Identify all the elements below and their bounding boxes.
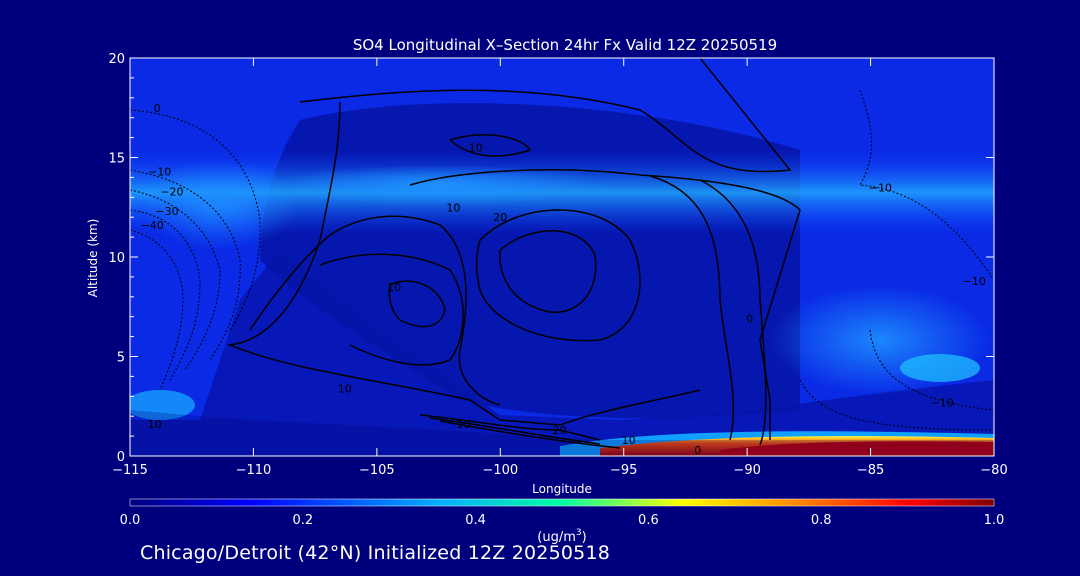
y-tick-label: 10 (108, 251, 125, 266)
contour-label: 20 (493, 211, 507, 224)
contour-label: 10 (469, 142, 483, 155)
footer-caption: Chicago/Detroit (42°N) Initialized 12Z 2… (140, 542, 611, 564)
contour-label: −10 (963, 275, 986, 288)
x-tick-label: −95 (610, 463, 637, 478)
contour-label: −40 (141, 219, 164, 232)
colorbar (130, 499, 994, 506)
dotted-contours (130, 89, 994, 431)
colorbar-tick-label: 0.6 (638, 513, 659, 528)
contour-label: 10 (387, 281, 401, 294)
y-axis-label: Altitude (km) (86, 219, 100, 298)
y-tick-label: 20 (108, 52, 125, 67)
x-tick-label: −90 (733, 463, 760, 478)
contour-label: −10 (148, 165, 171, 178)
colorbar-units-close: ) (582, 530, 587, 545)
contour-label: −10 (869, 181, 892, 194)
colorbar-tick-label: 0.2 (292, 513, 313, 528)
x-tick-label: −100 (482, 463, 518, 478)
contour-label: 10 (338, 382, 352, 395)
x-tick-label: −80 (980, 463, 1007, 478)
contour-label: 0 (694, 444, 701, 457)
colorbar-frame (129, 498, 995, 507)
y-tick-label: 5 (117, 351, 125, 366)
contour-label: 10 (148, 418, 162, 431)
colorbar-ticks: 0.0 0.2 0.4 0.6 0.8 1.0 (120, 513, 1005, 528)
y-axis: 0 5 10 15 20 (108, 52, 994, 465)
contour-label: −10 (931, 396, 954, 409)
contour-label: −30 (155, 205, 178, 218)
colorbar-units: (ug/m3) (537, 528, 586, 545)
x-tick-label: −115 (112, 463, 148, 478)
colorbar-units-sup: 3 (576, 528, 582, 538)
contour-label: 20 (553, 424, 567, 437)
contour-lines (227, 58, 801, 449)
y-tick-label: 15 (108, 152, 125, 167)
colorbar-tick-label: 0.4 (465, 513, 486, 528)
concentration-field (130, 58, 994, 456)
y-tick-label: 0 (117, 450, 125, 465)
x-axis-label: Longitude (532, 482, 592, 496)
contour-label: 0 (154, 102, 161, 115)
x-axis: −115 −110 −105 −100 −95 −90 −85 −80 (112, 58, 1008, 478)
chart-title: SO4 Longitudinal X–Section 24hr Fx Valid… (353, 36, 777, 54)
x-tick-label: −105 (359, 463, 395, 478)
contour-label: −20 (160, 185, 183, 198)
contour-label: 10 (446, 201, 460, 214)
contour-label: 0 (746, 313, 753, 326)
contour-label: 10 (456, 418, 470, 431)
colorbar-tick-label: 0.8 (811, 513, 832, 528)
x-tick-label: −110 (236, 463, 272, 478)
x-tick-label: −85 (857, 463, 884, 478)
contour-labels: 0 −10 −20 −30−40 10 10 20 −10 −10 −10 10 10 10 20 10 0 0… (141, 102, 986, 457)
colorbar-tick-label: 1.0 (984, 513, 1005, 528)
colorbar-tick-label: 0.0 (120, 513, 141, 528)
colorbar-units-label: (ug/m (537, 530, 576, 545)
contour-label: 10 (622, 434, 636, 447)
